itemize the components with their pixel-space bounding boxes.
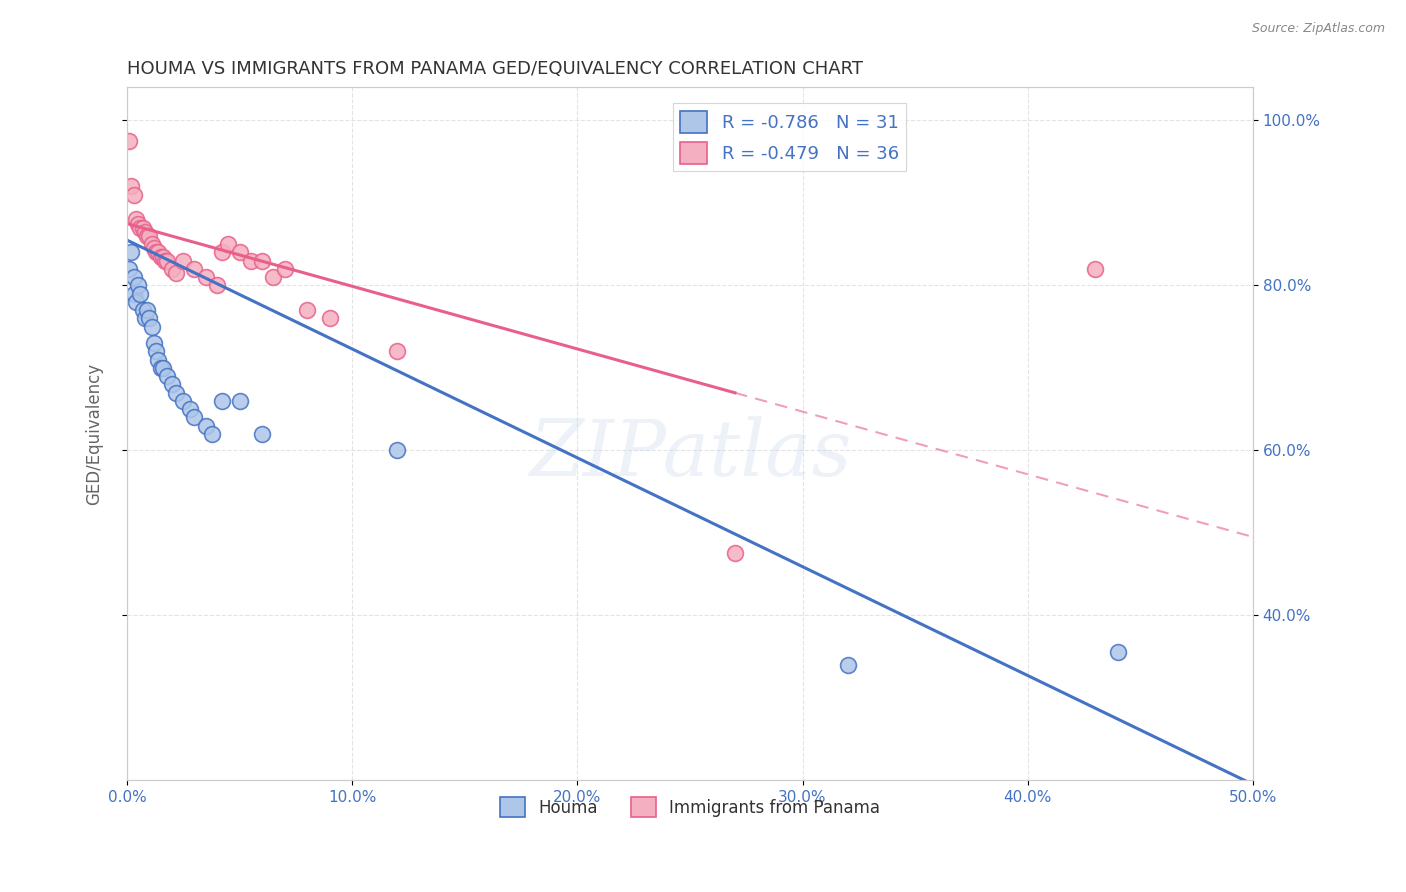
Point — [131, 220, 153, 235]
Point — [120, 179, 142, 194]
Point — [228, 245, 250, 260]
Point — [318, 311, 340, 326]
Point — [138, 311, 160, 326]
Point — [166, 266, 188, 280]
Point — [156, 369, 179, 384]
Point — [385, 344, 408, 359]
Point — [228, 393, 250, 408]
Text: Source: ZipAtlas.com: Source: ZipAtlas.com — [1251, 22, 1385, 36]
Point — [149, 250, 172, 264]
Point — [837, 657, 859, 672]
Y-axis label: GED/Equivalency: GED/Equivalency — [86, 363, 103, 505]
Point — [141, 237, 163, 252]
Point — [183, 410, 205, 425]
Point — [239, 253, 262, 268]
Point — [153, 253, 176, 268]
Point — [145, 344, 167, 359]
Point — [152, 360, 174, 375]
Point — [724, 547, 747, 561]
Point — [156, 253, 179, 268]
Point — [134, 225, 156, 239]
Point — [142, 241, 165, 255]
Point — [134, 311, 156, 326]
Point — [1084, 262, 1107, 277]
Point — [122, 187, 145, 202]
Point — [125, 212, 148, 227]
Point — [141, 319, 163, 334]
Point — [127, 278, 149, 293]
Text: ZIPatlas: ZIPatlas — [529, 417, 851, 493]
Point — [138, 229, 160, 244]
Point — [129, 220, 152, 235]
Point — [127, 217, 149, 231]
Point — [205, 278, 228, 293]
Point — [122, 286, 145, 301]
Point — [183, 262, 205, 277]
Point — [166, 385, 188, 400]
Point — [160, 262, 183, 277]
Point — [1107, 645, 1129, 659]
Point — [125, 294, 148, 309]
Point — [148, 352, 170, 367]
Point — [172, 253, 194, 268]
Point — [179, 402, 201, 417]
Point — [149, 360, 172, 375]
Point — [385, 443, 408, 458]
Point — [129, 286, 152, 301]
Point — [120, 245, 142, 260]
Legend: Houma, Immigrants from Panama: Houma, Immigrants from Panama — [494, 790, 887, 824]
Point — [273, 262, 295, 277]
Point — [211, 245, 233, 260]
Point — [217, 237, 239, 252]
Point — [148, 245, 170, 260]
Point — [118, 262, 141, 277]
Point — [136, 303, 159, 318]
Text: HOUMA VS IMMIGRANTS FROM PANAMA GED/EQUIVALENCY CORRELATION CHART: HOUMA VS IMMIGRANTS FROM PANAMA GED/EQUI… — [127, 60, 863, 78]
Point — [295, 303, 318, 318]
Point — [194, 270, 217, 285]
Point — [211, 393, 233, 408]
Point — [118, 134, 141, 148]
Point — [122, 270, 145, 285]
Point — [142, 336, 165, 351]
Point — [131, 303, 153, 318]
Point — [145, 245, 167, 260]
Point — [201, 426, 224, 441]
Point — [136, 229, 159, 244]
Point — [250, 426, 273, 441]
Point — [194, 418, 217, 433]
Point — [262, 270, 284, 285]
Point — [250, 253, 273, 268]
Point — [160, 377, 183, 392]
Point — [172, 393, 194, 408]
Point — [152, 250, 174, 264]
